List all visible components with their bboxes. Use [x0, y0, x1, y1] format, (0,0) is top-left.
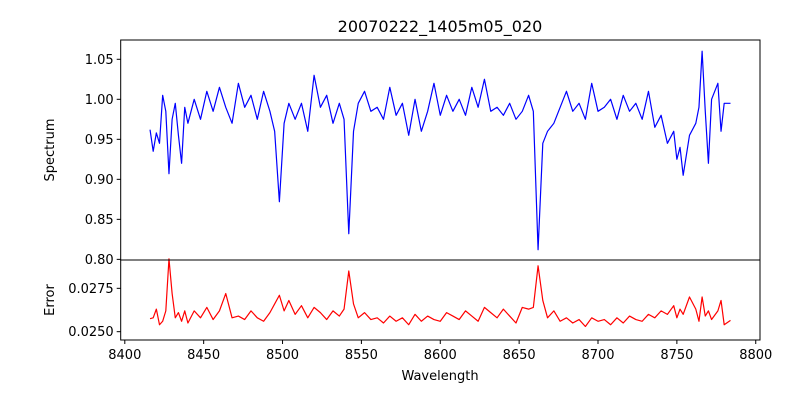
y-tick-label: 0.90 — [85, 173, 114, 188]
x-tick-label: 8550 — [345, 348, 378, 363]
y-tick-label: 0.0250 — [68, 325, 114, 340]
spectrum-line — [149, 50, 731, 251]
y-tick-label: 1.05 — [85, 53, 114, 68]
x-tick-label: 8500 — [266, 348, 299, 363]
y-tick-label: 0.85 — [85, 213, 114, 228]
x-tick-label: 8400 — [108, 348, 141, 363]
x-tick-label: 8450 — [187, 348, 220, 363]
y-tick-label: 1.00 — [85, 93, 114, 108]
x-axis-label: Wavelength — [401, 369, 478, 384]
x-tick-label: 8800 — [739, 348, 772, 363]
axes-frame — [120, 259, 761, 341]
y-tick-label: 0.80 — [85, 253, 114, 268]
x-tick-label: 8600 — [424, 348, 457, 363]
spectrum-panel: 0.80 0.85 0.90 0.95 1.00 1.05 — [85, 39, 761, 268]
x-tick-label: 8750 — [660, 348, 693, 363]
error-line — [149, 258, 731, 328]
error-y-axis-label: Error — [43, 284, 58, 316]
x-tick-label: 8700 — [581, 348, 614, 363]
spectrum-y-axis-label: Spectrum — [43, 119, 58, 182]
error-panel: 0.0250 0.0275 8400 8450 8500 8550 8600 8650 8700… — [68, 258, 772, 363]
x-tick-label: 8650 — [503, 348, 536, 363]
axes-frame — [120, 39, 761, 261]
chart-title: 20070222_1405m05_020 — [338, 17, 543, 37]
y-tick-label: 0.95 — [85, 133, 114, 148]
y-tick-label: 0.0275 — [68, 282, 114, 297]
